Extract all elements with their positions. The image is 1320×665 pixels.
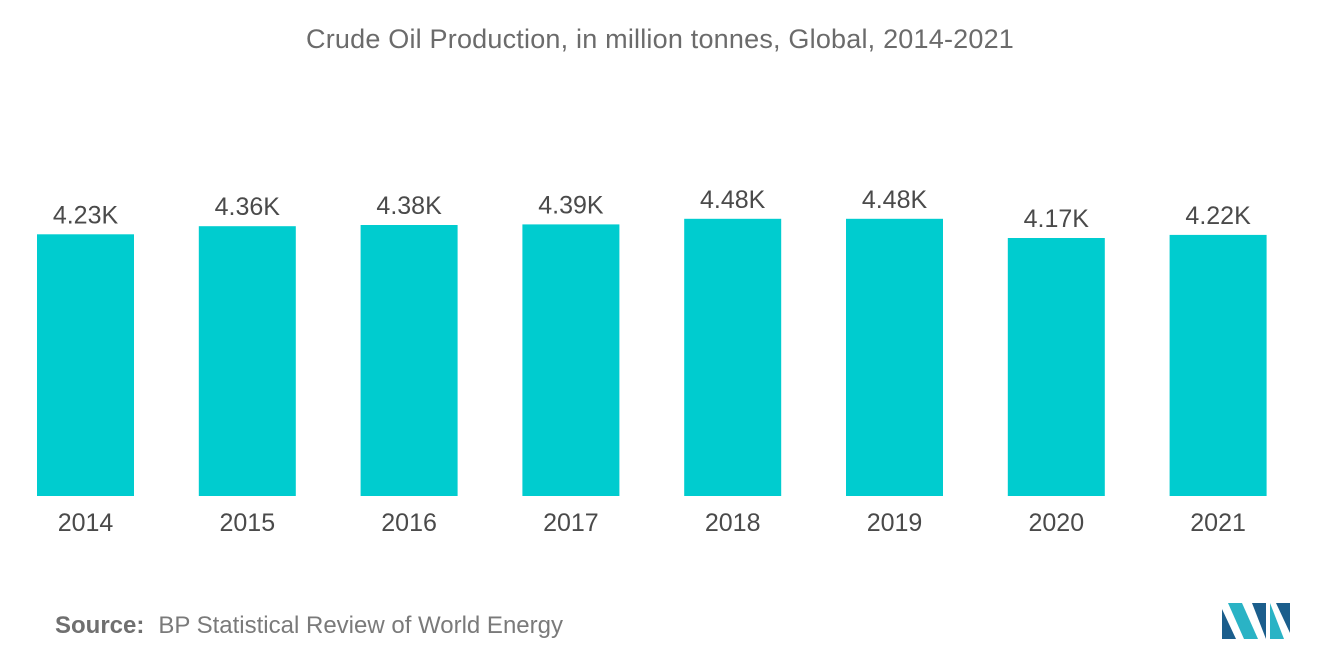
value-label-2014: 4.23K: [53, 201, 119, 229]
x-tick-2019: 2019: [867, 509, 923, 537]
bars-group: [37, 218, 1267, 497]
value-label-2016: 4.38K: [376, 192, 442, 220]
x-tick-2021: 2021: [1190, 509, 1246, 537]
x-tick-2020: 2020: [1028, 509, 1084, 537]
bar-2020: [1007, 238, 1105, 496]
value-labels-group: 4.23K 4.36K 4.38K 4.39K 4.48K 4.48K 4.17K 4.22K: [53, 186, 1251, 233]
source-label: Source:: [55, 612, 145, 639]
x-axis-tick-labels: 2014 2015 2016 2017 2018 2019 2020 2021: [58, 509, 1246, 537]
x-tick-2015: 2015: [219, 509, 275, 537]
bar-2019: [846, 218, 943, 497]
x-tick-2016: 2016: [381, 509, 437, 537]
x-tick-2018: 2018: [705, 509, 761, 537]
source-text: BP Statistical Review of World Energy: [158, 612, 563, 639]
bar-2015: [198, 226, 296, 496]
bar-2017: [522, 224, 620, 496]
bar-2014: [37, 234, 134, 497]
bar-2016: [360, 225, 458, 496]
bar-2021: [1169, 234, 1267, 496]
value-label-2018: 4.48K: [700, 186, 766, 214]
value-label-2017: 4.39K: [538, 191, 604, 219]
mordor-intelligence-logo-icon: [1222, 603, 1290, 639]
value-label-2020: 4.17K: [1024, 205, 1090, 233]
chart-title: Crude Oil Production, in million tonnes,…: [306, 24, 1014, 54]
value-label-2021: 4.22K: [1185, 202, 1251, 230]
x-tick-2014: 2014: [58, 509, 114, 537]
bar-2018: [684, 218, 782, 497]
x-tick-2017: 2017: [543, 509, 599, 537]
value-label-2019: 4.48K: [862, 186, 928, 214]
value-label-2015: 4.36K: [215, 193, 281, 221]
source-note: Source: BP Statistical Review of World En…: [55, 612, 563, 640]
